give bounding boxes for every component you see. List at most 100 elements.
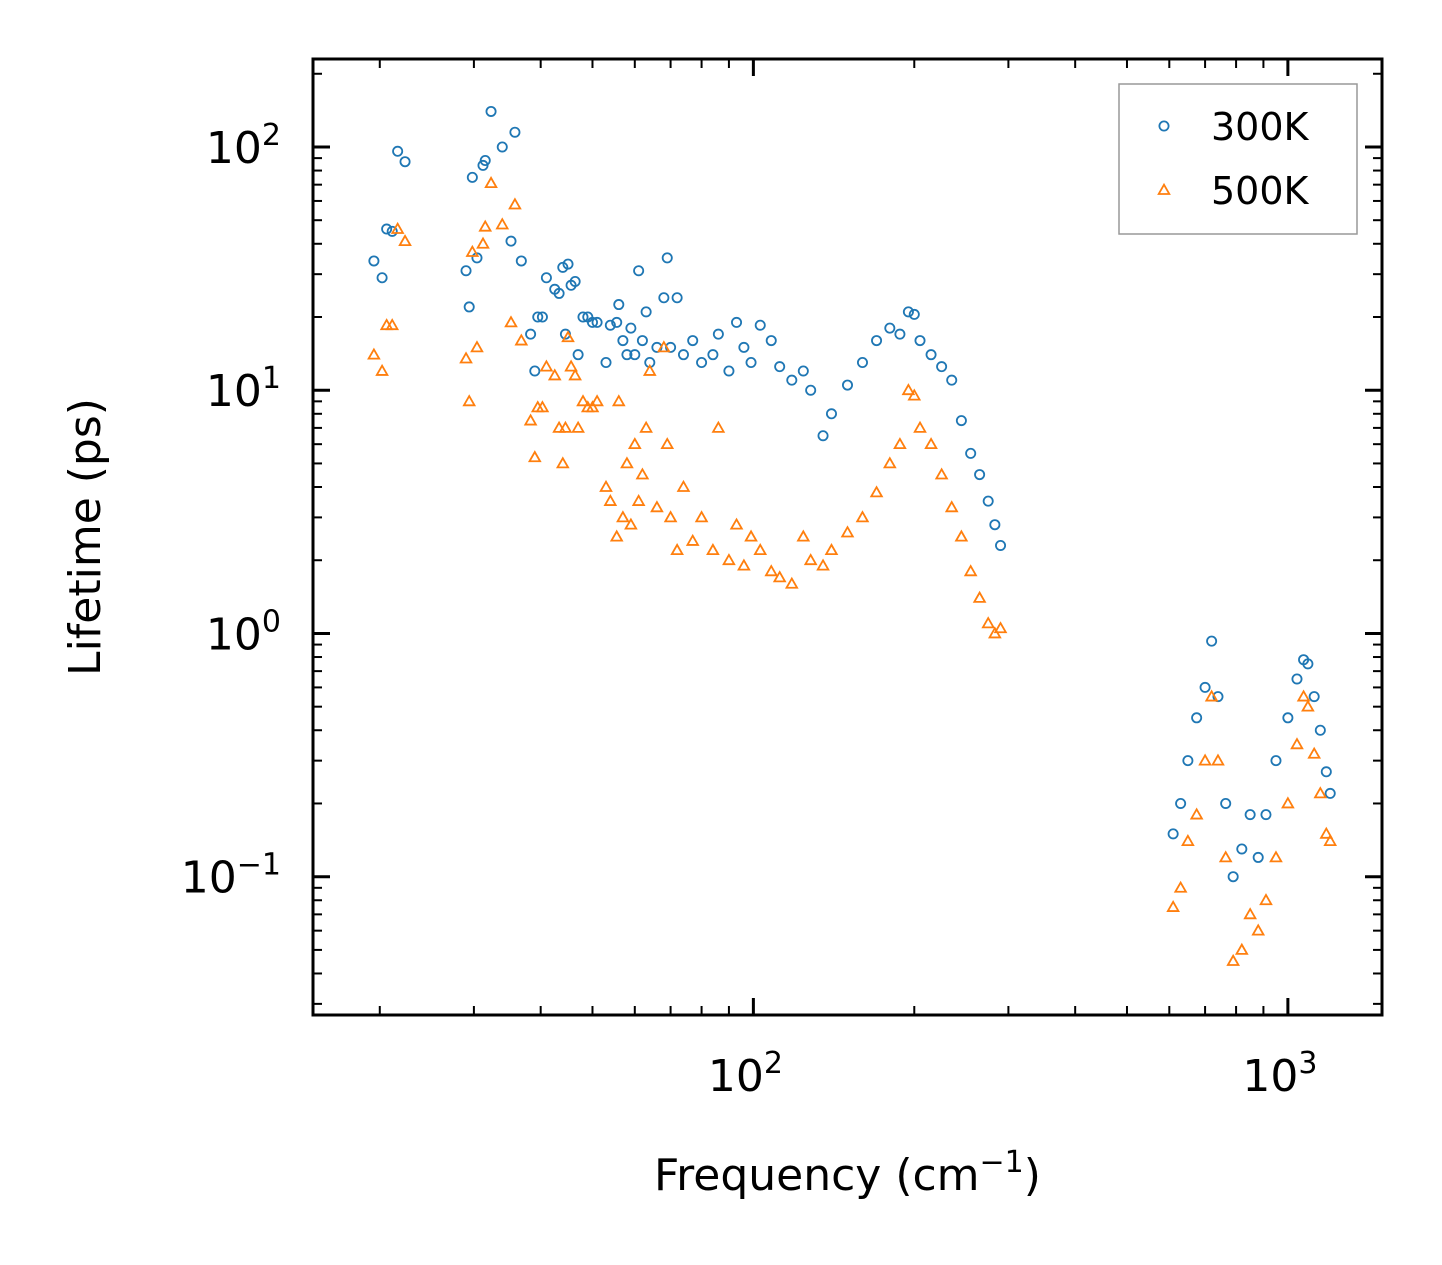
data-point-500K [650,500,664,513]
series-300K [368,105,1336,883]
x-tick-label: 102 [708,1046,783,1102]
data-point-300K [466,171,478,183]
data-point-500K [963,564,978,577]
data-point-300K [894,328,906,340]
data-point-300K [376,272,388,284]
data-point-500K [568,368,582,381]
data-point-300K [661,252,673,264]
data-point-500K [398,234,412,247]
data-point-300K [856,357,868,369]
data-point-500K [375,363,389,376]
data-point-500K [1226,953,1241,966]
data-point-300K [712,328,724,340]
data-point-500K [390,221,405,234]
data-point-500K [620,456,634,469]
data-point-500K [367,347,381,360]
data-point-500K [711,420,726,433]
data-point-500K [459,351,473,364]
data-point-500K [1181,834,1195,847]
data-point-500K [784,576,799,589]
data-point-300K [965,447,977,459]
data-point-300K [765,335,777,347]
y-tick-label: 102 [206,118,281,174]
data-point-300K [946,374,958,386]
data-point-500K [729,517,744,530]
data-point-500K [609,529,624,542]
data-point-500K [599,479,613,492]
data-point-500K [1307,746,1322,759]
data-point-300K [902,306,914,318]
data-point-500K [764,564,779,577]
data-point-300K [621,349,633,361]
data-point-500K [576,394,590,407]
data-point-500K [796,529,811,542]
data-point-500K [1269,850,1283,863]
data-point-500K [824,543,839,556]
data-point-500K [660,437,675,450]
data-point-300K [569,275,581,287]
data-point-500K [944,500,959,513]
data-point-500K [585,400,600,413]
data-point-300K [1236,843,1248,855]
data-point-300K [936,361,948,373]
series-500K [367,176,1338,966]
data-point-300K [1270,755,1282,767]
data-point-300K [1260,809,1272,821]
data-point-300K [696,357,708,369]
data-point-300K [1320,766,1332,778]
data-point-500K [564,359,578,372]
data-point-300K [505,235,517,247]
data-point-300K [611,316,623,328]
legend-marker [1157,182,1171,195]
data-point-300K [633,265,645,277]
data-point-300K [540,272,552,284]
data-point-500K [972,590,987,603]
data-point-500K [924,437,938,450]
data-point-500K [514,333,529,346]
data-point-500K [1211,753,1225,766]
data-point-300K [884,322,896,334]
data-point-300K [754,319,766,331]
data-point-300K [723,365,735,377]
data-point-500K [1323,834,1338,847]
data-point-500K [1204,689,1219,702]
data-point-300K [774,361,786,373]
data-point-300K [1220,797,1232,809]
data-point-500K [385,318,400,331]
y-axis-title: Lifetime (ps) [60,398,111,676]
data-point-300K [577,311,589,323]
data-point-500K [508,197,522,210]
y-tick-label: 100 [206,604,281,660]
data-point-500K [744,529,758,542]
legend-entry-300K: 300K [1158,105,1310,149]
data-point-500K [882,456,897,469]
legend-entries: 300K 500K [1157,105,1310,213]
data-point-300K [640,306,652,318]
data-point-500K [603,494,618,506]
data-point-300K [496,141,508,153]
data-point-300K [1199,681,1211,693]
data-point-500K [484,176,498,189]
data-point-500K [1281,796,1295,809]
data-point-500K [855,510,870,523]
data-point-500K [1296,689,1311,702]
data-point-300K [1206,635,1218,647]
data-point-300K [617,335,629,347]
data-point-500K [893,437,907,450]
data-point-300K [613,299,625,311]
legend-marker [1158,120,1170,132]
data-point-300K [914,335,926,347]
data-point-500K [1166,899,1180,912]
data-point-300K [658,292,670,304]
data-point-500K [981,616,996,629]
data-point-300K [1324,787,1336,799]
data-point-300K [386,225,398,237]
data-point-300K [586,316,598,328]
data-point-500K [555,456,570,469]
data-point-500K [913,420,927,433]
data-point-500K [539,359,554,372]
data-point-300K [989,519,1001,531]
data-point-300K [797,365,809,377]
data-point-500K [1259,893,1273,906]
